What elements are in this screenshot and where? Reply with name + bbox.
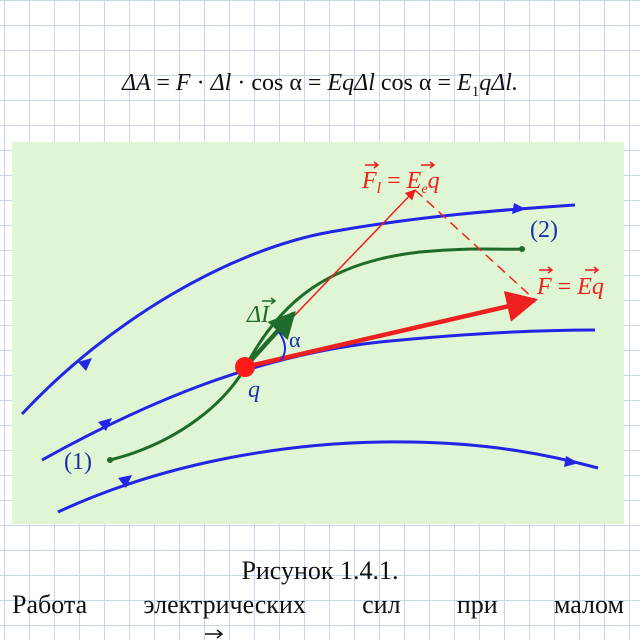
label-displacement: ΔI (246, 297, 277, 328)
label-fl-equation: Fl = Eeq (361, 161, 440, 197)
label-point-2: (2) (530, 217, 558, 243)
svg-text:Fl=Eeq: Fl = Eeq (361, 168, 440, 197)
field-arrow-mid-1 (98, 418, 112, 431)
work-formula: ΔA = F · Δl · cos α = EqΔl cos α = E1qΔl… (122, 70, 518, 100)
svg-text:ΔI: ΔI (246, 302, 270, 328)
desc-word: при (456, 590, 498, 619)
desc-word: малом (554, 590, 624, 619)
force-vector (244, 291, 539, 370)
svg-text:F=Eq: F = Eq (536, 274, 604, 300)
field-line-bottom (57, 440, 599, 514)
field-arrow-bot-1 (118, 475, 132, 488)
point-1-dot (107, 457, 113, 463)
label-charge: q (248, 377, 260, 403)
desc-word: электрических (143, 590, 306, 619)
charge-dot (235, 357, 255, 377)
field-arrow-top-2 (512, 203, 526, 214)
alpha-arc (278, 331, 286, 361)
label-f-equation: F = Eq (536, 266, 604, 300)
field-arrow-top-1 (78, 358, 92, 371)
dashed-projection (414, 189, 536, 301)
displacement-vector (243, 311, 296, 369)
field-line-middle (41, 328, 596, 462)
point-2-dot (519, 246, 525, 252)
label-alpha: α (289, 327, 301, 352)
desc-word: сил (362, 590, 401, 619)
cutoff-vector-glyph (205, 629, 224, 639)
label-point-1: (1) (64, 449, 92, 475)
desc-word: Работа (12, 590, 88, 619)
field-line-top (20, 203, 576, 416)
figure-caption: Рисунок 1.4.1. (241, 556, 399, 585)
trajectory-curve (109, 247, 523, 462)
field-arrow-bot-2 (564, 456, 579, 467)
figure-description: Работа электрических сил при малом (12, 590, 624, 620)
